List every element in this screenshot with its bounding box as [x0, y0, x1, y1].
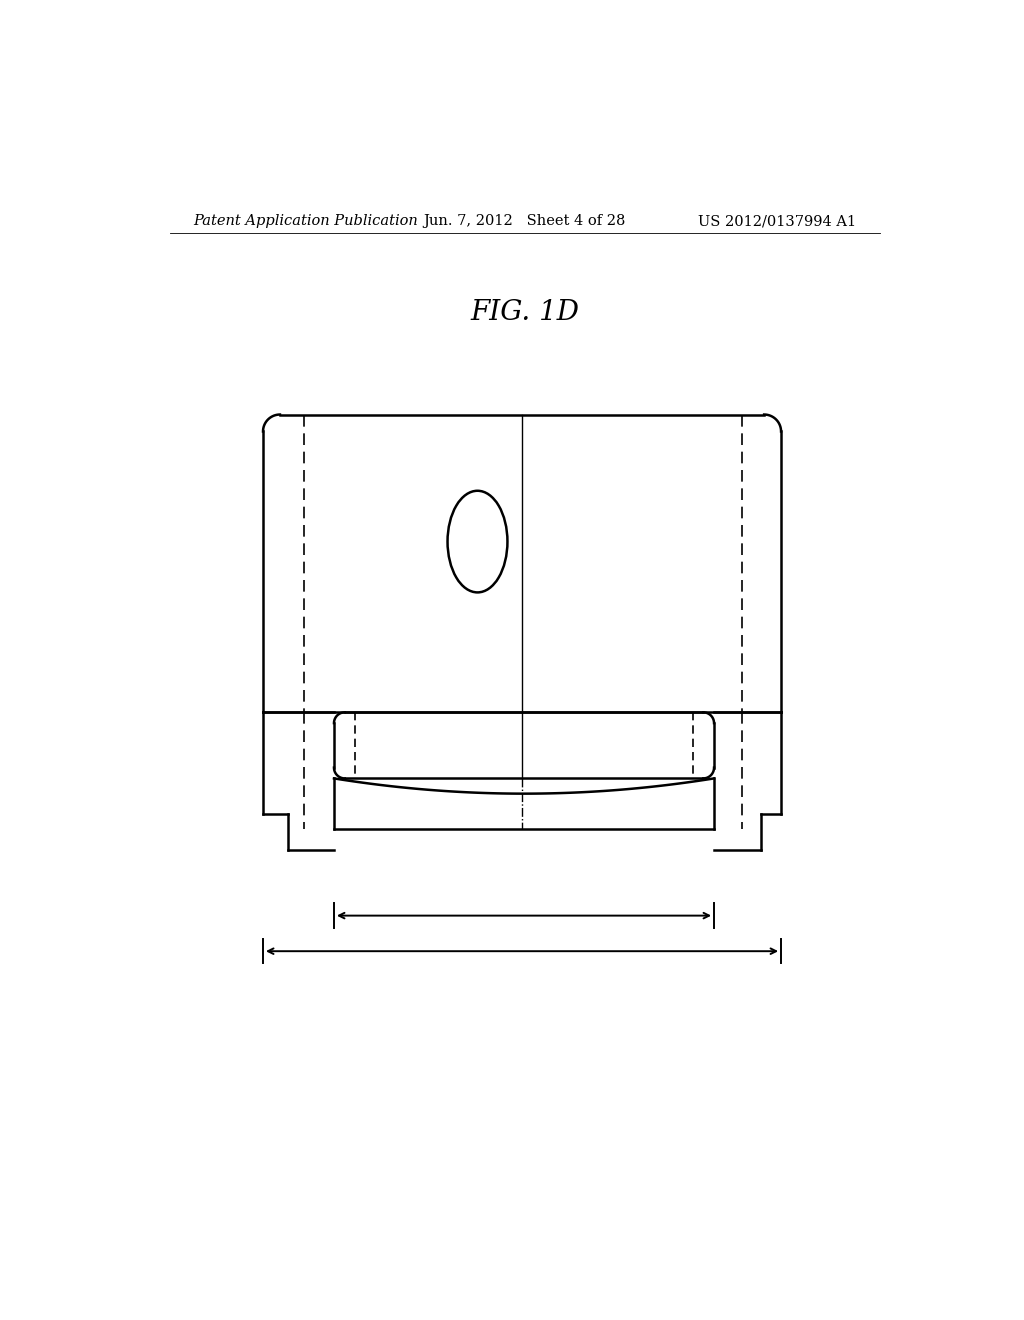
- Text: US 2012/0137994 A1: US 2012/0137994 A1: [697, 214, 856, 228]
- Text: Jun. 7, 2012   Sheet 4 of 28: Jun. 7, 2012 Sheet 4 of 28: [424, 214, 626, 228]
- Text: Patent Application Publication: Patent Application Publication: [194, 214, 419, 228]
- Text: FIG. 1D: FIG. 1D: [470, 300, 580, 326]
